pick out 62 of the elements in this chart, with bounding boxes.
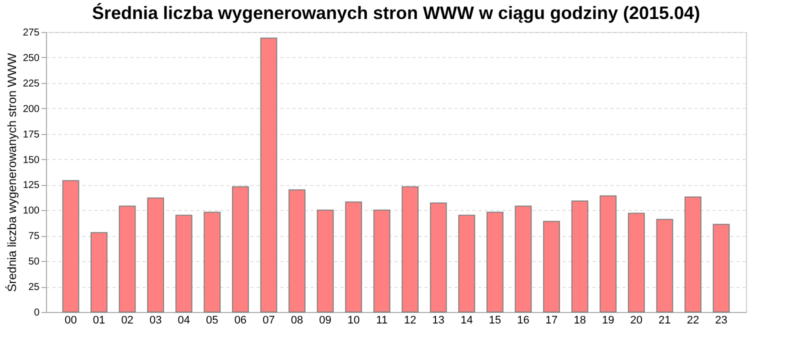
y-tick-label: 150: [22, 154, 40, 166]
bar: [514, 206, 532, 312]
bar: [232, 186, 249, 312]
bar: [204, 212, 221, 312]
y-tick-label: 75: [28, 231, 40, 242]
bar: [656, 218, 674, 312]
bar: [430, 202, 447, 312]
y-tick-label: 100: [22, 206, 40, 217]
x-tick-label: 03: [149, 314, 162, 326]
x-tick-label: 02: [121, 314, 134, 326]
x-tick-label: 22: [686, 314, 700, 326]
x-tick-label: 05: [206, 314, 218, 326]
x-tick-label: 10: [347, 314, 360, 326]
bar: [486, 212, 504, 312]
bar: [175, 214, 192, 312]
x-tick-label: 13: [432, 314, 445, 326]
x-tick-label: 18: [574, 314, 586, 326]
x-tick-label: 20: [630, 314, 643, 326]
y-tick-label: 250: [22, 52, 40, 64]
y-tick-label: 50: [28, 256, 40, 268]
x-tick-label: 07: [262, 314, 275, 326]
bar: [402, 186, 419, 312]
bar: [260, 38, 278, 312]
y-axis-title: Średnia liczba wygenerowanych stron WWW: [4, 52, 19, 292]
y-tick-label: 125: [22, 180, 40, 192]
bar: [684, 196, 702, 312]
bar: [628, 212, 645, 312]
x-tick-label: 19: [602, 314, 614, 326]
bar: [90, 232, 108, 312]
x-tick-label: 11: [376, 314, 388, 326]
bar: [458, 214, 476, 312]
y-tick-label: 275: [22, 28, 40, 38]
x-tick-label: 09: [319, 314, 332, 326]
x-tick-label: 16: [517, 314, 530, 326]
x-tick-label: 21: [658, 314, 671, 326]
bar: [288, 189, 306, 312]
x-tick-label: 15: [488, 314, 502, 326]
y-tick-label: 175: [22, 129, 40, 140]
y-tick-label: 200: [22, 104, 40, 115]
x-tick-label: 04: [178, 314, 190, 326]
x-tick-label: 23: [715, 314, 728, 326]
x-tick-label: 17: [545, 314, 558, 326]
y-tick-label: 0: [34, 308, 40, 318]
x-tick-label: 00: [64, 314, 77, 326]
bar: [373, 210, 390, 312]
x-tick-label: 01: [92, 314, 106, 326]
bar: [147, 197, 164, 312]
bar: [712, 224, 730, 312]
bar: [62, 180, 80, 312]
bar: [600, 195, 617, 312]
bar: [345, 202, 362, 312]
x-tick-label: 08: [290, 314, 304, 326]
chart-title: Średnia liczba wygenerowanych stron WWW w ciągu godziny (2015.04): [92, 3, 700, 23]
bar: [543, 220, 560, 312]
y-tick-label: 225: [22, 78, 40, 90]
x-tick-label: 06: [234, 314, 247, 326]
x-tick-label: 12: [404, 314, 416, 326]
y-tick-label: 25: [28, 282, 40, 294]
bar: [316, 210, 334, 312]
bar: [118, 206, 136, 312]
x-tick-label: 14: [460, 314, 473, 326]
bar: [571, 200, 588, 312]
